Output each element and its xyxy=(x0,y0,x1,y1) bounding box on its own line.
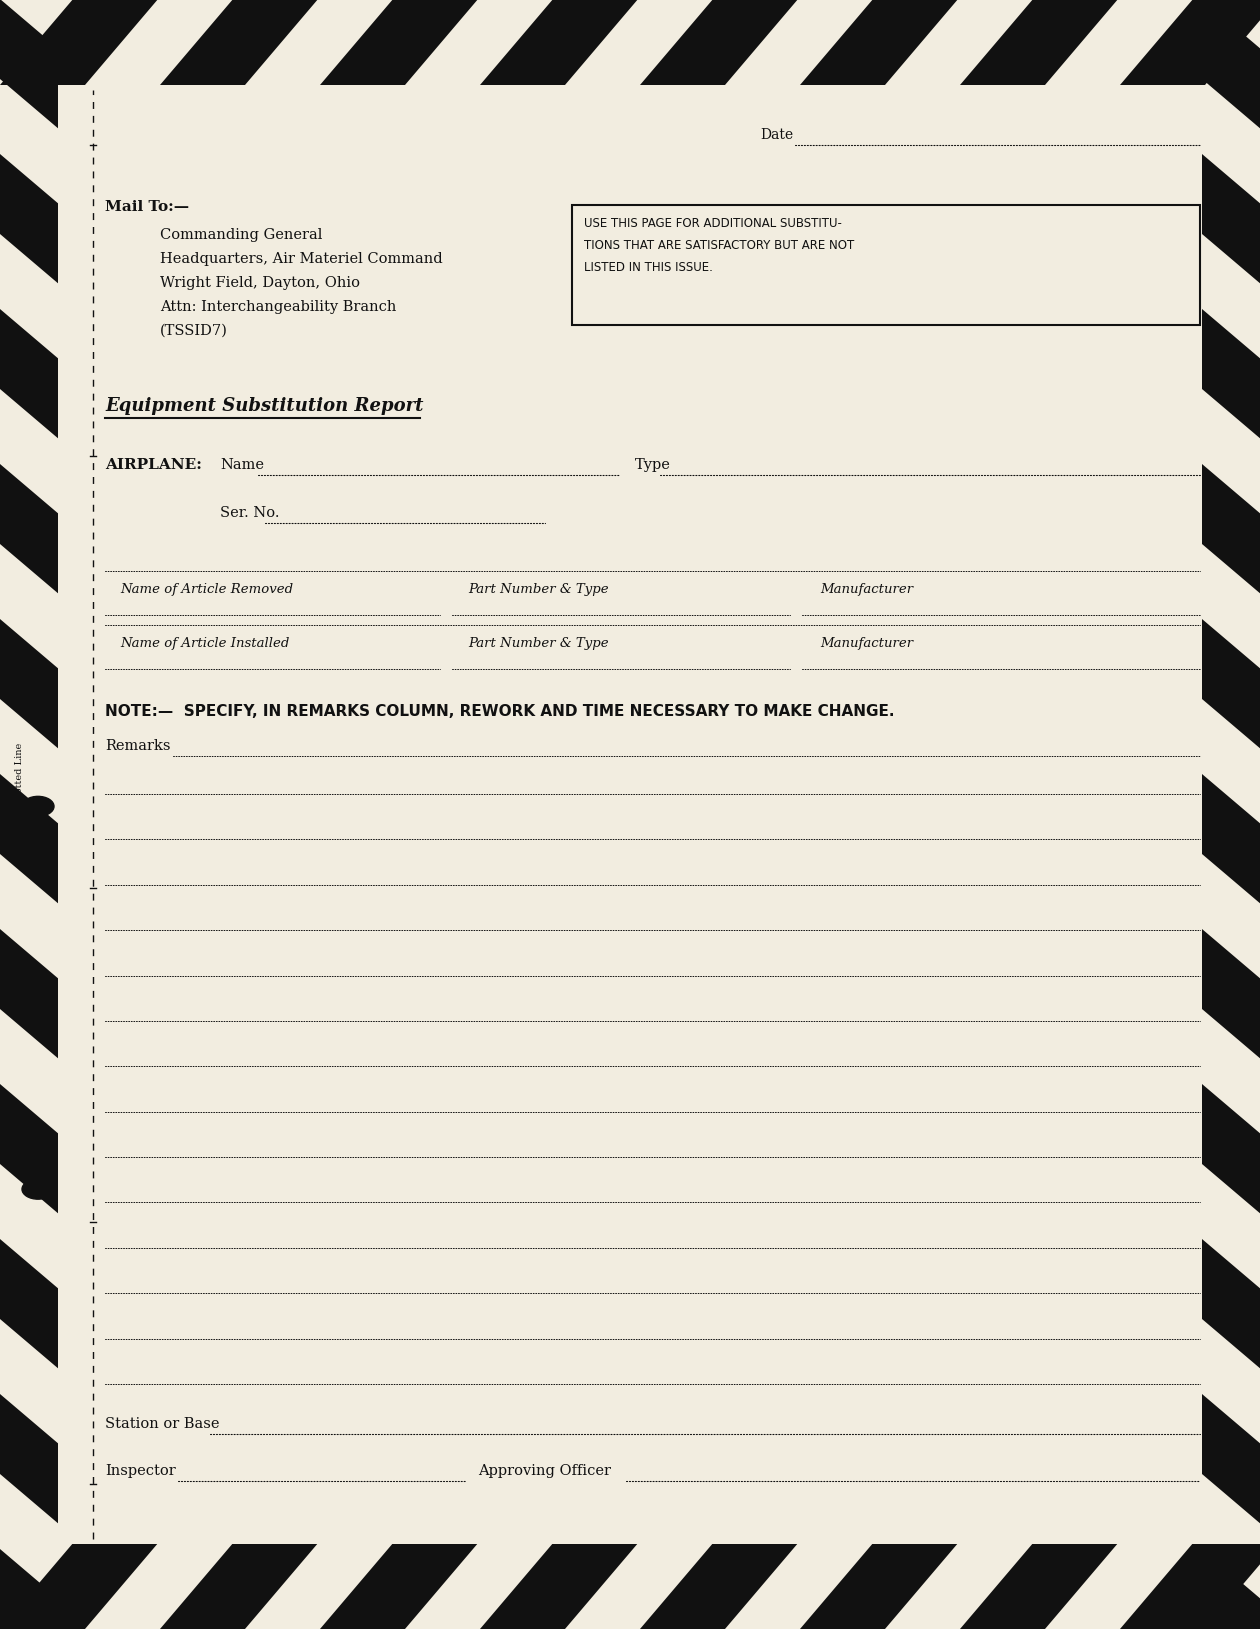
Polygon shape xyxy=(0,619,58,748)
Text: NOTE:—  SPECIFY, IN REMARKS COLUMN, REWORK AND TIME NECESSARY TO MAKE CHANGE.: NOTE:— SPECIFY, IN REMARKS COLUMN, REWOR… xyxy=(105,704,895,718)
Polygon shape xyxy=(0,1549,58,1629)
Polygon shape xyxy=(0,1544,158,1629)
Text: Cut on Dotted Line: Cut on Dotted Line xyxy=(15,743,24,837)
Text: Part Number & Type: Part Number & Type xyxy=(467,583,609,596)
Polygon shape xyxy=(1120,0,1260,85)
Polygon shape xyxy=(480,0,638,85)
Text: Name of Article Installed: Name of Article Installed xyxy=(120,637,290,650)
Polygon shape xyxy=(1202,0,1260,129)
Text: Commanding General: Commanding General xyxy=(160,228,323,243)
Polygon shape xyxy=(0,929,58,1059)
Polygon shape xyxy=(1202,619,1260,748)
Text: Remarks: Remarks xyxy=(105,740,170,753)
Text: Manufacturer: Manufacturer xyxy=(820,583,913,596)
Polygon shape xyxy=(1202,1240,1260,1368)
Text: Inspector: Inspector xyxy=(105,1464,175,1478)
Text: Manufacturer: Manufacturer xyxy=(820,637,913,650)
Text: Type: Type xyxy=(635,458,670,472)
Bar xyxy=(572,205,1200,326)
Text: Name of Article Removed: Name of Article Removed xyxy=(120,583,294,596)
Polygon shape xyxy=(480,1544,638,1629)
Polygon shape xyxy=(0,464,58,593)
Polygon shape xyxy=(1202,774,1260,904)
Text: Station or Base: Station or Base xyxy=(105,1417,219,1430)
Polygon shape xyxy=(0,1240,58,1368)
Polygon shape xyxy=(320,1544,478,1629)
Polygon shape xyxy=(800,0,958,85)
Polygon shape xyxy=(960,0,1118,85)
Polygon shape xyxy=(0,1083,58,1214)
Polygon shape xyxy=(1202,1549,1260,1629)
Text: AIRPLANE:: AIRPLANE: xyxy=(105,458,202,472)
Text: Wright Field, Dayton, Ohio: Wright Field, Dayton, Ohio xyxy=(160,275,360,290)
Polygon shape xyxy=(1202,464,1260,593)
Polygon shape xyxy=(0,774,58,904)
Polygon shape xyxy=(160,0,318,85)
Bar xyxy=(0,0,1260,85)
Text: Name: Name xyxy=(220,458,265,472)
Text: Ser. No.: Ser. No. xyxy=(220,507,280,520)
Polygon shape xyxy=(0,155,58,283)
Text: Date: Date xyxy=(760,129,793,142)
Ellipse shape xyxy=(21,389,54,409)
Text: TIONS THAT ARE SATISFACTORY BUT ARE NOT: TIONS THAT ARE SATISFACTORY BUT ARE NOT xyxy=(583,239,854,252)
Bar xyxy=(0,1544,1260,1629)
Polygon shape xyxy=(1202,929,1260,1059)
Bar xyxy=(0,85,58,1544)
Polygon shape xyxy=(1120,1544,1260,1629)
Text: Equipment Substitution Report: Equipment Substitution Report xyxy=(105,397,423,415)
Polygon shape xyxy=(160,1544,318,1629)
Polygon shape xyxy=(1202,310,1260,438)
Polygon shape xyxy=(1202,1083,1260,1214)
Text: Attn: Interchangeability Branch: Attn: Interchangeability Branch xyxy=(160,300,397,314)
Text: USE THIS PAGE FOR ADDITIONAL SUBSTITU-: USE THIS PAGE FOR ADDITIONAL SUBSTITU- xyxy=(583,217,842,230)
Text: (TSSID7): (TSSID7) xyxy=(160,324,228,337)
Polygon shape xyxy=(640,0,798,85)
Polygon shape xyxy=(0,1394,58,1523)
Polygon shape xyxy=(0,0,58,129)
Text: Mail To:—: Mail To:— xyxy=(105,200,189,213)
Polygon shape xyxy=(800,1544,958,1629)
Ellipse shape xyxy=(21,1179,54,1199)
Polygon shape xyxy=(1202,155,1260,283)
Polygon shape xyxy=(0,310,58,438)
Polygon shape xyxy=(640,1544,798,1629)
Bar xyxy=(1202,85,1260,1544)
Polygon shape xyxy=(320,0,478,85)
Text: LISTED IN THIS ISSUE.: LISTED IN THIS ISSUE. xyxy=(583,261,713,274)
Text: Headquarters, Air Materiel Command: Headquarters, Air Materiel Command xyxy=(160,252,442,266)
Text: Part Number & Type: Part Number & Type xyxy=(467,637,609,650)
Ellipse shape xyxy=(21,797,54,816)
Polygon shape xyxy=(1202,1394,1260,1523)
Polygon shape xyxy=(0,0,158,85)
Text: Approving Officer: Approving Officer xyxy=(478,1464,611,1478)
Polygon shape xyxy=(960,1544,1118,1629)
